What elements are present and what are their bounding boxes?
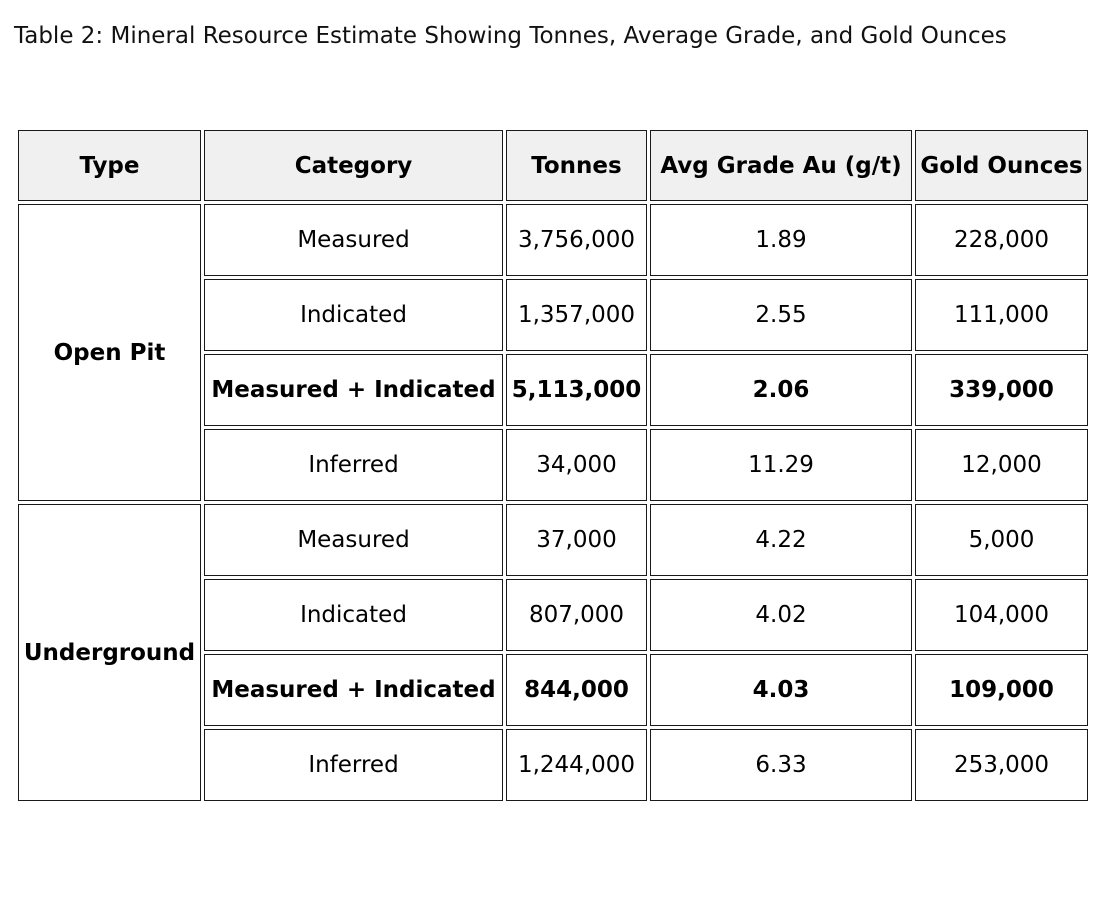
header-cell-type: Type <box>18 130 201 201</box>
header-cell-gold-ounces: Gold Ounces <box>915 130 1088 201</box>
cell-avg-grade: 2.55 <box>650 279 912 351</box>
cell-gold-ounces: 228,000 <box>915 204 1088 276</box>
cell-avg-grade: 11.29 <box>650 429 912 501</box>
table-row: Inferred 34,000 11.29 12,000 <box>18 429 1088 501</box>
cell-category: Indicated <box>204 579 503 651</box>
mineral-resource-table: Type Category Tonnes Avg Grade Au (g/t) … <box>15 127 1091 804</box>
table-row-subtotal: Measured + Indicated 844,000 4.03 109,00… <box>18 654 1088 726</box>
table-row: Indicated 807,000 4.02 104,000 <box>18 579 1088 651</box>
cell-avg-grade: 1.89 <box>650 204 912 276</box>
cell-tonnes: 37,000 <box>506 504 647 576</box>
cell-category: Measured + Indicated <box>204 354 503 426</box>
table-row-subtotal: Measured + Indicated 5,113,000 2.06 339,… <box>18 354 1088 426</box>
cell-avg-grade: 4.22 <box>650 504 912 576</box>
cell-category: Measured + Indicated <box>204 654 503 726</box>
cell-category: Measured <box>204 504 503 576</box>
header-row: Type Category Tonnes Avg Grade Au (g/t) … <box>18 130 1088 201</box>
cell-avg-grade: 6.33 <box>650 729 912 801</box>
cell-category: Inferred <box>204 729 503 801</box>
cell-gold-ounces: 12,000 <box>915 429 1088 501</box>
table-row: Indicated 1,357,000 2.55 111,000 <box>18 279 1088 351</box>
cell-gold-ounces: 253,000 <box>915 729 1088 801</box>
header-cell-avg-grade: Avg Grade Au (g/t) <box>650 130 912 201</box>
cell-avg-grade: 2.06 <box>650 354 912 426</box>
table-caption: Table 2: Mineral Resource Estimate Showi… <box>14 23 1007 49</box>
cell-tonnes: 34,000 <box>506 429 647 501</box>
table-row: Underground Measured 37,000 4.22 5,000 <box>18 504 1088 801</box>
cell-category: Inferred <box>204 429 503 501</box>
table-row: Inferred 1,244,000 6.33 253,000 <box>18 729 1088 801</box>
cell-gold-ounces: 111,000 <box>915 279 1088 351</box>
cell-tonnes: 1,244,000 <box>506 729 647 801</box>
cell-gold-ounces: 5,000 <box>915 504 1088 576</box>
cell-gold-ounces: 339,000 <box>915 354 1088 426</box>
header-cell-category: Category <box>204 130 503 201</box>
cell-tonnes: 844,000 <box>506 654 647 726</box>
rowgroup-label-underground: Underground <box>18 504 201 801</box>
cell-tonnes: 807,000 <box>506 579 647 651</box>
cell-gold-ounces: 104,000 <box>915 579 1088 651</box>
cell-tonnes: 5,113,000 <box>506 354 647 426</box>
cell-tonnes: 3,756,000 <box>506 204 647 276</box>
cell-avg-grade: 4.02 <box>650 579 912 651</box>
rowgroup-label-open-pit: Open Pit <box>18 204 201 501</box>
cell-category: Measured <box>204 204 503 276</box>
cell-tonnes: 1,357,000 <box>506 279 647 351</box>
cell-gold-ounces: 109,000 <box>915 654 1088 726</box>
table-row: Open Pit Measured 3,756,000 1.89 228,000 <box>18 204 1088 501</box>
cell-avg-grade: 4.03 <box>650 654 912 726</box>
header-cell-tonnes: Tonnes <box>506 130 647 201</box>
cell-category: Indicated <box>204 279 503 351</box>
